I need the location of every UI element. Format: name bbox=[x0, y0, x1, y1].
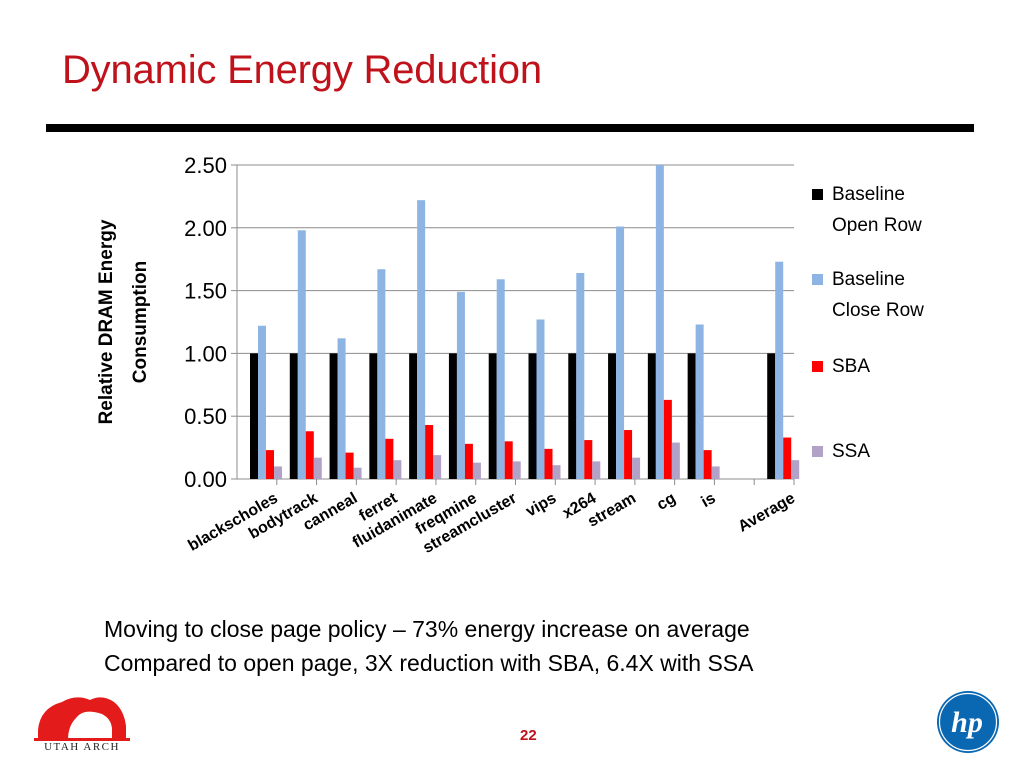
legend-swatch bbox=[812, 361, 823, 372]
bar-bodytrack-sba bbox=[305, 431, 314, 479]
bar-streamcluster-ssa bbox=[512, 461, 521, 479]
arch-icon bbox=[38, 697, 126, 740]
bar-cg-sba bbox=[663, 399, 672, 479]
legend-label: Baseline bbox=[832, 269, 905, 290]
bar-cg-baseline-open-row bbox=[647, 353, 656, 479]
bar-canneal-ssa bbox=[353, 467, 362, 479]
bar-blackscholes-baseline-open-row bbox=[250, 353, 258, 479]
bar-is-sba bbox=[703, 450, 712, 479]
bar-average-sba bbox=[783, 437, 792, 479]
energy-bar-chart: 0.000.501.001.502.002.50blackscholesbody… bbox=[96, 153, 924, 557]
bar-canneal-sba bbox=[345, 452, 354, 479]
y-axis-title-line-1: Relative DRAM Energy bbox=[96, 219, 117, 424]
y-tick-label: 2.00 bbox=[184, 216, 227, 241]
bar-fluidanimate-baseline-close-row bbox=[417, 200, 426, 479]
bar-freqmine-sba bbox=[464, 443, 473, 479]
bar-stream-baseline-close-row bbox=[616, 226, 625, 479]
bar-x264-ssa bbox=[592, 461, 601, 479]
x-tick-label: cg bbox=[654, 490, 679, 514]
slide-title: Dynamic Energy Reduction bbox=[62, 48, 542, 92]
bar-stream-ssa bbox=[632, 457, 641, 479]
hp-logo: hp bbox=[937, 691, 999, 753]
bar-cg-baseline-close-row bbox=[655, 165, 664, 479]
y-axis-title-line-2: Consumption bbox=[130, 261, 151, 383]
legend-swatch bbox=[812, 189, 823, 200]
page-number: 22 bbox=[520, 727, 537, 744]
bar-is-baseline-close-row bbox=[695, 324, 704, 479]
bar-vips-ssa bbox=[552, 465, 561, 479]
bar-blackscholes-baseline-close-row bbox=[258, 325, 266, 479]
bar-average-baseline-close-row bbox=[775, 261, 784, 479]
caption-line-2: Compared to open page, 3X reduction with… bbox=[104, 650, 754, 676]
bar-streamcluster-baseline-open-row bbox=[488, 353, 497, 479]
bar-bodytrack-baseline-open-row bbox=[289, 353, 298, 479]
legend-label: SBA bbox=[832, 356, 870, 377]
bar-x264-sba bbox=[584, 440, 593, 479]
y-tick-label: 1.00 bbox=[184, 341, 227, 366]
bar-ferret-baseline-close-row bbox=[377, 269, 386, 479]
bar-streamcluster-baseline-close-row bbox=[496, 279, 505, 479]
bar-is-ssa bbox=[711, 466, 720, 479]
bar-bodytrack-baseline-close-row bbox=[297, 230, 306, 479]
bar-x264-baseline-close-row bbox=[576, 273, 585, 479]
bar-vips-baseline-open-row bbox=[528, 353, 537, 479]
bar-ferret-baseline-open-row bbox=[369, 353, 378, 479]
bar-stream-sba bbox=[624, 430, 633, 479]
bar-ferret-sba bbox=[385, 438, 394, 479]
y-tick-label: 0.50 bbox=[184, 404, 227, 429]
bar-average-ssa bbox=[791, 460, 800, 479]
bar-freqmine-baseline-open-row bbox=[448, 353, 457, 479]
x-tick-label: vips bbox=[523, 490, 559, 521]
legend-label: Close Row bbox=[832, 300, 924, 321]
bar-streamcluster-sba bbox=[504, 441, 513, 479]
bar-fluidanimate-ssa bbox=[433, 455, 442, 479]
bar-cg-ssa bbox=[671, 442, 680, 479]
bar-freqmine-baseline-close-row bbox=[456, 291, 465, 479]
y-tick-label: 1.50 bbox=[184, 279, 227, 304]
bar-is-baseline-open-row bbox=[687, 353, 696, 479]
bar-blackscholes-sba bbox=[266, 450, 274, 479]
bar-vips-sba bbox=[544, 448, 553, 479]
bar-canneal-baseline-open-row bbox=[329, 353, 338, 479]
bar-bodytrack-ssa bbox=[313, 457, 322, 479]
legend-label: Baseline bbox=[832, 184, 905, 205]
bar-stream-baseline-open-row bbox=[608, 353, 617, 479]
bar-x264-baseline-open-row bbox=[568, 353, 577, 479]
hp-logo-text: hp bbox=[951, 706, 983, 739]
legend-swatch bbox=[812, 274, 823, 285]
bar-fluidanimate-sba bbox=[425, 424, 434, 479]
bar-vips-baseline-close-row bbox=[536, 319, 545, 479]
utah-arch-logo bbox=[34, 697, 130, 741]
bar-canneal-baseline-close-row bbox=[337, 338, 346, 479]
bar-blackscholes-ssa bbox=[274, 466, 282, 479]
title-divider bbox=[46, 124, 974, 132]
bar-freqmine-ssa bbox=[472, 462, 481, 479]
bar-ferret-ssa bbox=[393, 460, 402, 479]
legend-swatch bbox=[812, 446, 823, 457]
y-tick-label: 2.50 bbox=[184, 153, 227, 178]
bar-fluidanimate-baseline-open-row bbox=[409, 353, 418, 479]
legend-label: SSA bbox=[832, 441, 870, 462]
bar-average-baseline-open-row bbox=[767, 353, 776, 479]
legend-label: Open Row bbox=[832, 215, 922, 236]
x-tick-label: Average bbox=[735, 490, 798, 536]
y-tick-label: 0.00 bbox=[184, 467, 227, 492]
x-tick-label: is bbox=[698, 490, 718, 511]
utah-arch-wordmark: UTAH ARCH bbox=[44, 741, 120, 753]
caption-line-1: Moving to close page policy – 73% energy… bbox=[104, 616, 750, 642]
